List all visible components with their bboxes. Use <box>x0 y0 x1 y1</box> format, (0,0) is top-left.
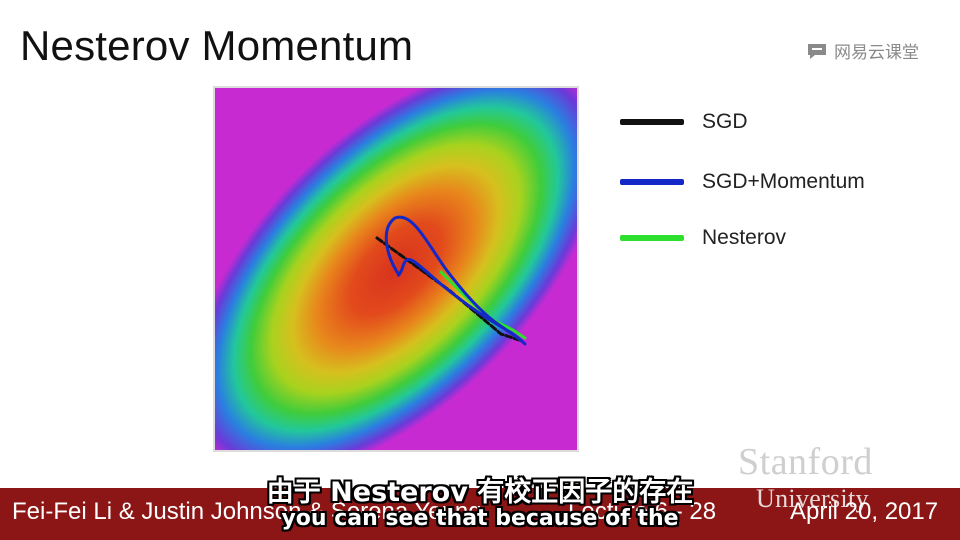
plot-border <box>213 86 579 452</box>
legend-swatch-sgd-momentum <box>620 179 684 185</box>
chat-bubble-icon <box>808 43 826 59</box>
subtitle-english: you can see that because of the <box>281 506 679 531</box>
sgd-momentum-path <box>384 215 527 346</box>
legend-item-sgd-momentum: SGD+Momentum <box>620 170 865 194</box>
legend-item-sgd: SGD <box>620 110 748 134</box>
legend-swatch-sgd <box>620 119 684 125</box>
legend-label-sgd-momentum: SGD+Momentum <box>702 170 865 193</box>
footer-bar <box>0 488 960 540</box>
watermark: 网易云课堂 <box>806 38 919 63</box>
legend-swatch-nesterov <box>620 235 684 241</box>
stanford-logo-text: Stanford <box>738 441 873 483</box>
subtitle-chinese: 由于 Nesterov 有校正因子的存在 <box>266 477 694 508</box>
legend-label-sgd: SGD <box>702 110 748 133</box>
legend-item-nesterov: Nesterov <box>620 226 786 250</box>
footer-authors: Fei-Fei Li & Justin Johnson & Serena Yeu… <box>12 498 482 525</box>
slide-title: Nesterov Momentum <box>20 22 414 69</box>
watermark-text: 网易云课堂 <box>834 43 919 62</box>
loss-contour-plot <box>213 86 579 452</box>
university-logo-text: University <box>756 484 869 513</box>
legend-label-nesterov: Nesterov <box>702 226 787 249</box>
footer-date: April 20, 2017 <box>790 498 939 525</box>
footer-lecture: Lecture 6 - 28 <box>568 498 717 525</box>
